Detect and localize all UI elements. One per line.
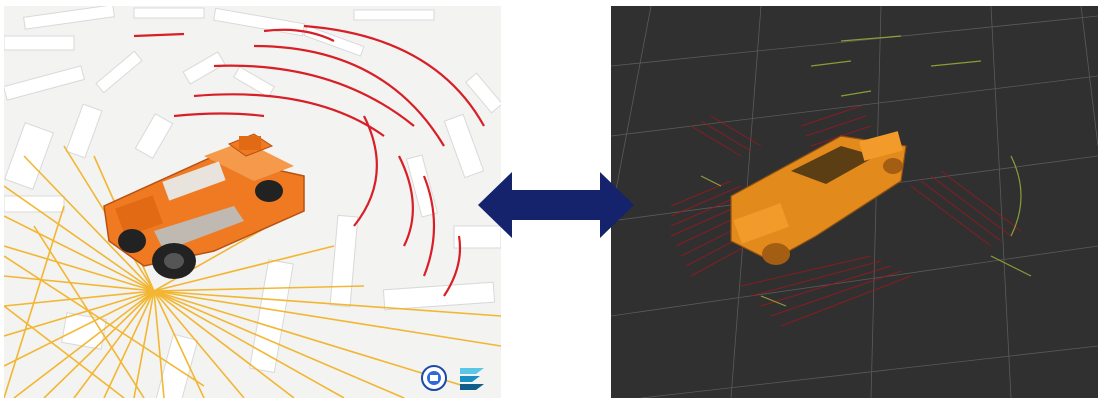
simulation-scene-icon	[4, 6, 501, 398]
layered-logo-icon	[460, 368, 484, 390]
vehicle-icon	[103, 133, 305, 279]
pointcloud-viewer-panel	[611, 6, 1098, 398]
bidirectional-arrow	[478, 172, 634, 238]
robot-badge-icon	[421, 365, 447, 391]
bidirectional-arrow-icon	[478, 172, 634, 238]
simulation-scene-panel	[4, 6, 501, 398]
vehicle-pointcloud-icon	[730, 131, 907, 265]
logo-group	[420, 364, 494, 392]
pointcloud-viewer-icon	[611, 6, 1098, 398]
